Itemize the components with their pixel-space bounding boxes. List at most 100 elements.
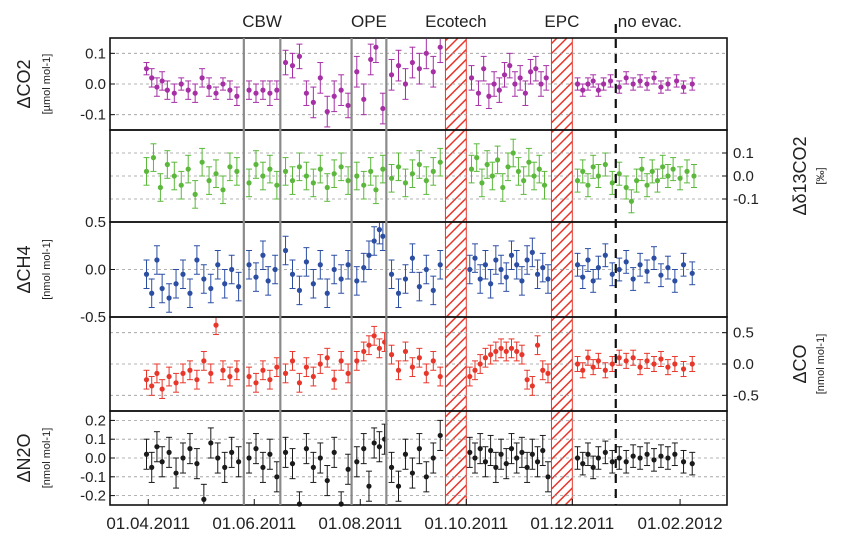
n2o-marker [187, 446, 193, 452]
n2o-marker [222, 464, 228, 470]
ch4-marker [246, 262, 252, 268]
d13co2-marker [423, 178, 429, 184]
co2-marker [206, 84, 212, 90]
n2o-marker [143, 451, 150, 457]
co2-marker [590, 78, 596, 84]
co-tick-label: 0.0 [733, 356, 754, 373]
co2-marker [282, 59, 289, 66]
co-marker [213, 322, 219, 328]
d13co2-marker [253, 161, 259, 168]
d13co2-marker [192, 191, 198, 197]
ch4-point [544, 264, 551, 294]
d13co2-point [360, 170, 367, 200]
d13co2-marker [234, 168, 240, 174]
co2-point [664, 77, 671, 91]
co2-point [192, 83, 199, 103]
co-point [671, 355, 678, 373]
ch4-marker [345, 262, 351, 268]
co2-point [372, 39, 379, 64]
co-marker [371, 333, 377, 339]
x-tick-label: 01.06.2011 [212, 514, 296, 533]
d13co2-point [178, 170, 185, 200]
d13co2-marker [157, 184, 164, 191]
ch4-marker [187, 290, 193, 296]
co-point [173, 372, 180, 393]
co2-marker [574, 81, 581, 87]
ch4-marker [590, 278, 596, 284]
d13co2-point [219, 175, 226, 205]
d13co2-point [303, 161, 310, 191]
ch4-tick-label: 0.5 [85, 214, 106, 231]
d13co2-point [628, 189, 635, 214]
d13co2-marker [416, 161, 422, 168]
co2-marker [680, 84, 687, 90]
co-point [630, 349, 637, 366]
co-point [360, 341, 367, 362]
co2-point [199, 68, 206, 88]
n2o-marker [689, 461, 695, 467]
d13co2-marker [484, 161, 490, 168]
co2-point [367, 43, 374, 76]
co2-point [501, 62, 508, 88]
n2o-point [482, 446, 489, 478]
n2o-axis-unit: [nmol mol-1] [41, 428, 53, 489]
ch4-marker [272, 266, 278, 273]
n2o-point [423, 461, 430, 493]
ch4-point [179, 259, 186, 289]
d13co2-point [515, 157, 522, 186]
co-point [513, 341, 520, 362]
d13co2-marker [380, 166, 386, 172]
d13co2-point [602, 152, 609, 177]
n2o-marker [430, 455, 436, 461]
d13co2-marker [649, 168, 655, 174]
d13co2-point [584, 173, 591, 198]
co-marker [534, 342, 541, 348]
co-marker [540, 367, 546, 373]
ch4-marker [409, 255, 416, 261]
n2o-point [317, 442, 324, 474]
d13co2-point [590, 154, 597, 179]
d13co2-axis-unit: [‰] [815, 167, 827, 184]
co-point [409, 357, 416, 378]
d13co2-point [579, 159, 586, 184]
n2o-marker [651, 457, 657, 463]
ch4-point [539, 252, 546, 283]
n2o-point [259, 451, 266, 483]
co-marker [201, 358, 207, 364]
co2-marker [213, 90, 219, 96]
ch4-marker [672, 278, 678, 284]
ch4-marker [303, 259, 309, 265]
co-point [153, 363, 160, 384]
ch4-marker [376, 227, 382, 233]
n2o-point [680, 449, 687, 474]
co-marker [338, 358, 344, 364]
d13co2-point [402, 168, 409, 198]
d13co2-point [525, 147, 532, 177]
co2-marker [296, 53, 303, 60]
n2o-marker [236, 459, 242, 465]
x-tick-label: 01.10.2011 [424, 514, 508, 533]
co2-marker [651, 75, 657, 81]
n2o-marker [493, 464, 499, 470]
co2-point [178, 77, 185, 91]
d13co2-point [395, 152, 402, 182]
d13co2-point [226, 152, 233, 182]
ch4-point [303, 247, 310, 277]
d13co2-point [171, 161, 178, 191]
co-point [616, 349, 623, 366]
d13co2-point [690, 164, 697, 188]
n2o-marker [534, 459, 541, 465]
co-point [207, 363, 214, 384]
co-marker [637, 364, 643, 370]
co-point [317, 354, 324, 374]
ch4-marker [689, 270, 695, 276]
ch4-marker [253, 274, 259, 280]
ch4-marker [154, 257, 160, 263]
co-point [471, 360, 478, 381]
n2o-point [353, 446, 360, 478]
ch4-axis-name: ΔCH4 [14, 245, 34, 293]
co-marker [310, 373, 316, 380]
n2o-marker [345, 466, 351, 472]
co2-point [266, 80, 273, 106]
d13co2-point [164, 150, 171, 179]
